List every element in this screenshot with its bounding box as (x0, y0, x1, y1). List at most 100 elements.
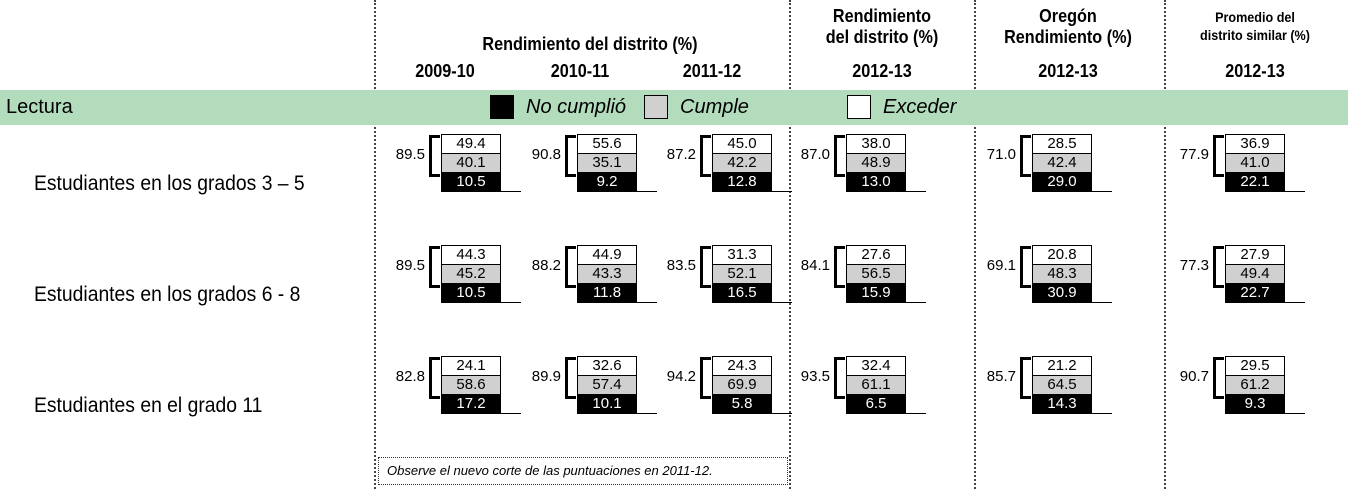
bracket (1213, 357, 1224, 399)
divider (374, 0, 376, 489)
total: 87.2 (666, 146, 696, 163)
not-met: 9.2 (577, 172, 637, 192)
total: 77.9 (1179, 146, 1209, 163)
not-met: 10.5 (441, 283, 501, 303)
not-met: 15.9 (846, 283, 906, 303)
exceeds: 36.9 (1225, 134, 1285, 154)
year: 2012-13 (852, 61, 912, 81)
legend-swatch (644, 95, 668, 119)
total: 69.1 (986, 257, 1016, 274)
divider (1164, 0, 1166, 489)
exceeds: 38.0 (846, 134, 906, 154)
column-title: Rendimiento (832, 6, 932, 26)
not-met: 17.2 (441, 394, 501, 414)
bracket (700, 135, 711, 177)
legend-swatch (490, 95, 514, 119)
not-met: 16.5 (712, 283, 772, 303)
underline (577, 413, 657, 414)
meets: 45.2 (441, 264, 501, 284)
underline (1225, 413, 1305, 414)
column-title: distrito similar (%) (1200, 27, 1310, 43)
bracket (565, 246, 576, 288)
exceeds: 49.4 (441, 134, 501, 154)
exceeds: 27.9 (1225, 245, 1285, 265)
bracket (565, 357, 576, 399)
underline (712, 302, 792, 303)
meets: 56.5 (846, 264, 906, 284)
legend-label: Cumple (680, 96, 749, 118)
not-met: 12.8 (712, 172, 772, 192)
bracket (1213, 135, 1224, 177)
exceeds: 44.3 (441, 245, 501, 265)
underline (1225, 191, 1305, 192)
row-label: Estudiantes en los grados 6 - 8 (34, 283, 301, 306)
underline (846, 302, 926, 303)
not-met: 10.1 (577, 394, 637, 414)
meets: 69.9 (712, 375, 772, 395)
meets: 43.3 (577, 264, 637, 284)
total: 83.5 (666, 257, 696, 274)
divider (789, 0, 791, 489)
fragment: ) (0, 50, 1, 81)
bracket (429, 246, 440, 288)
meets: 40.1 (441, 153, 501, 173)
exceeds: 31.3 (712, 245, 772, 265)
underline (441, 413, 521, 414)
bracket (429, 357, 440, 399)
not-met: 29.0 (1032, 172, 1092, 192)
not-met: 9.3 (1225, 394, 1285, 414)
total: 88.2 (531, 257, 561, 274)
total: 90.8 (531, 146, 561, 163)
not-met: 13.0 (846, 172, 906, 192)
not-met: 14.3 (1032, 394, 1092, 414)
not-met: 11.8 (577, 283, 637, 303)
column-title: Promedio del (1215, 9, 1295, 25)
divider (974, 0, 976, 489)
bracket (1020, 135, 1031, 177)
underline (846, 413, 926, 414)
not-met: 6.5 (846, 394, 906, 414)
total: 85.7 (986, 368, 1016, 385)
exceeds: 32.4 (846, 356, 906, 376)
year: 2009-10 (415, 61, 475, 81)
total: 84.1 (800, 257, 830, 274)
total: 82.8 (395, 368, 425, 385)
group-title: Rendimiento del distrito (%) (482, 34, 698, 54)
exceeds: 27.6 (846, 245, 906, 265)
year: 2012-13 (1038, 61, 1098, 81)
section-bar (0, 90, 1348, 125)
meets: 48.9 (846, 153, 906, 173)
exceeds: 45.0 (712, 134, 772, 154)
exceeds: 21.2 (1032, 356, 1092, 376)
not-met: 5.8 (712, 394, 772, 414)
year: 2011-12 (682, 61, 742, 81)
exceeds: 24.1 (441, 356, 501, 376)
bracket (429, 135, 440, 177)
underline (577, 191, 657, 192)
column-title: del distrito (%) (825, 27, 939, 47)
exceeds: 20.8 (1032, 245, 1092, 265)
legend-label: Exceder (883, 96, 957, 118)
not-met: 10.5 (441, 172, 501, 192)
bracket (565, 135, 576, 177)
section-title: Lectura (6, 96, 73, 118)
exceeds: 29.5 (1225, 356, 1285, 376)
meets: 52.1 (712, 264, 772, 284)
total: 71.0 (986, 146, 1016, 163)
meets: 49.4 (1225, 264, 1285, 284)
not-met: 22.7 (1225, 283, 1285, 303)
exceeds: 55.6 (577, 134, 637, 154)
bracket (834, 246, 845, 288)
meets: 35.1 (577, 153, 637, 173)
total: 94.2 (666, 368, 696, 385)
not-met: 22.1 (1225, 172, 1285, 192)
underline (712, 191, 792, 192)
total: 89.9 (531, 368, 561, 385)
legend-swatch (847, 95, 871, 119)
total: 89.5 (395, 146, 425, 163)
underline (712, 413, 792, 414)
bracket (1020, 357, 1031, 399)
meets: 41.0 (1225, 153, 1285, 173)
bracket (1213, 246, 1224, 288)
